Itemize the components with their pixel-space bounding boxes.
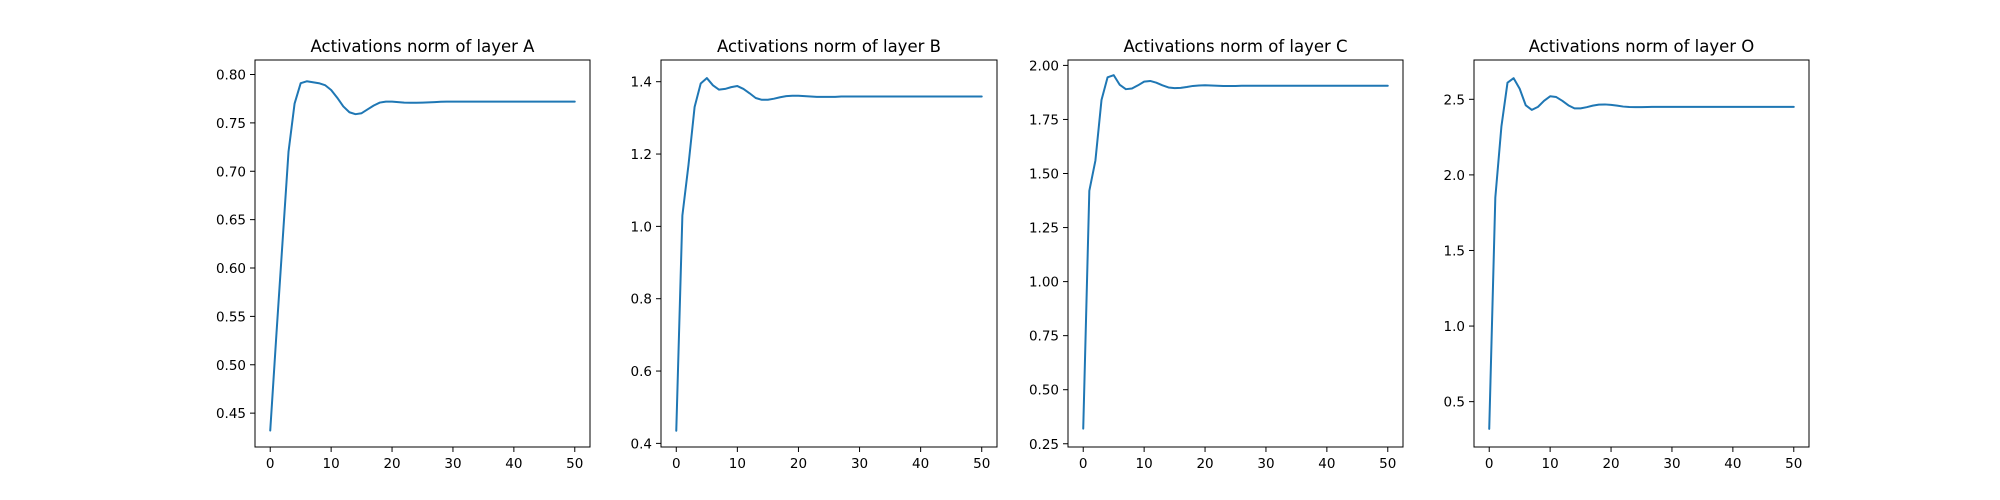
x-tick-label: 10 [1542,456,1559,472]
subplot-3: Activations norm of layer C 0 10 20 30 40 50 0.… [1029,37,1404,472]
y-tick-label: 0.50 [1029,383,1059,399]
series-line-1 [1082,74,1389,430]
y-tick-label: 2.00 [1029,58,1059,74]
y-tick-label: 1.00 [1029,275,1059,291]
chart-title: Activations norm of layer B [717,37,941,56]
subplot-2: Activations norm of layer B 0 10 20 30 40 50 0.… [631,37,998,472]
chart-title: Activations norm of layer C [1123,37,1347,56]
y-tick-label: 1.25 [1029,221,1059,237]
y-tick-label: 1.2 [631,147,652,163]
x-tick-label: 0 [266,456,275,472]
y-tick-label: 0.25 [1029,437,1059,453]
x-tick-label: 10 [729,456,746,472]
y-tick-label: 1.75 [1029,112,1059,128]
y-tick-label: 0.55 [216,309,246,325]
x-tick-label: 20 [1602,456,1619,472]
y-tick-label: 0.50 [216,358,246,374]
plot-frame [660,59,998,448]
y-tick-label: 2.5 [1444,92,1465,108]
y-tick-label: 1.5 [1444,243,1465,259]
y-tick-label: 0.75 [1029,329,1059,345]
x-tick-label: 0 [1079,456,1088,472]
y-tick-label: 0.80 [216,68,246,84]
x-tick-label: 50 [1785,456,1802,472]
x-tick-label: 0 [1485,456,1494,472]
x-tick-label: 40 [505,456,522,472]
x-tick-label: 30 [851,456,868,472]
x-tick-label: 40 [1724,456,1741,472]
x-tick-label: 20 [790,456,807,472]
subplot-4: Activations norm of layer O 0 10 20 30 40 50 0.… [1444,37,1810,472]
y-tick-label: 0.65 [216,213,246,229]
y-tick-label: 0.6 [631,364,652,380]
x-tick-label: 10 [1136,456,1153,472]
y-tick-label: 1.0 [631,219,652,235]
x-tick-label: 50 [973,456,990,472]
x-tick-label: 50 [566,456,583,472]
chart-title: Activations norm of layer O [1529,37,1755,56]
plot-frame [1473,59,1810,448]
y-tick-label: 0.60 [216,261,246,277]
y-tick-label: 1.50 [1029,167,1059,183]
x-tick-label: 50 [1379,456,1396,472]
y-tick-label: 0.45 [216,406,246,422]
series-line-1 [675,77,983,432]
x-tick-label: 30 [1257,456,1274,472]
x-tick-label: 10 [323,456,340,472]
x-tick-label: 30 [444,456,461,472]
x-tick-label: 30 [1663,456,1680,472]
plot-frame [254,59,591,448]
x-tick-label: 20 [1196,456,1213,472]
plot-frame [1067,59,1404,448]
chart-title: Activations norm of layer A [311,37,536,56]
y-tick-label: 0.70 [216,164,246,180]
series-line-1 [1488,77,1795,430]
x-tick-label: 20 [383,456,400,472]
y-tick-label: 0.75 [216,116,246,132]
y-tick-label: 0.5 [1444,395,1465,411]
x-tick-label: 0 [672,456,681,472]
y-tick-label: 0.4 [631,436,652,452]
y-tick-label: 2.0 [1444,168,1465,184]
series-line-1 [269,80,576,432]
x-tick-label: 40 [1318,456,1335,472]
y-tick-label: 1.4 [631,75,652,91]
y-tick-label: 1.0 [1444,319,1465,335]
subplot-1: Activations norm of layer A 0 10 20 30 40 50 0.… [216,37,591,472]
y-tick-label: 0.8 [631,292,652,308]
x-tick-label: 40 [912,456,929,472]
